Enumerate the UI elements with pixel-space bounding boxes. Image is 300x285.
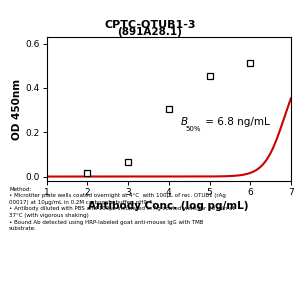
- Text: Method:
• Microtiter plate wells coated overnight at 4°C  with 100μL of rec. OTU: Method: • Microtiter plate wells coated …: [9, 187, 235, 231]
- Text: = 6.8 ng/mL: = 6.8 ng/mL: [202, 117, 270, 127]
- Text: B: B: [181, 117, 188, 127]
- X-axis label: Antibody Conc. (log pg/mL): Antibody Conc. (log pg/mL): [88, 201, 249, 211]
- Text: CPTC-OTUB1-3: CPTC-OTUB1-3: [104, 20, 196, 30]
- Y-axis label: OD 450nm: OD 450nm: [12, 78, 22, 140]
- Text: 50%: 50%: [185, 126, 200, 132]
- Text: (891A28.1): (891A28.1): [118, 27, 182, 37]
